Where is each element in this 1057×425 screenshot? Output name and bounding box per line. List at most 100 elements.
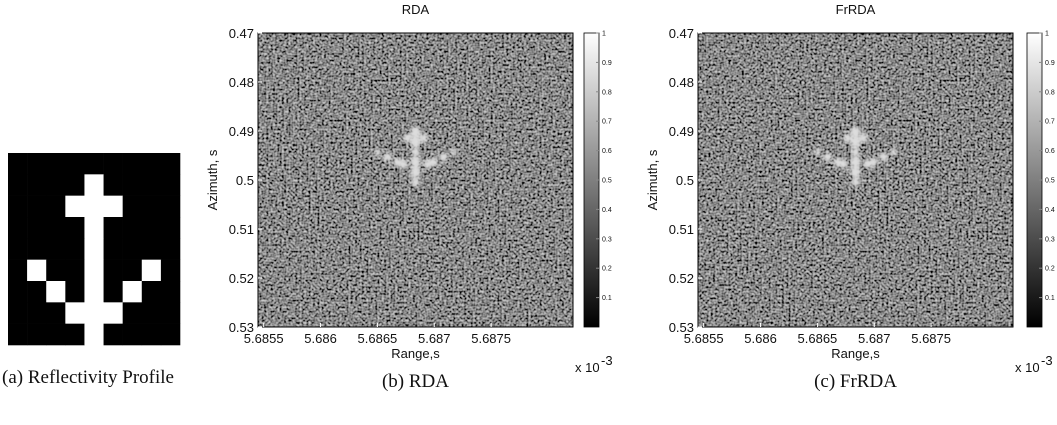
cell bbox=[8, 259, 28, 282]
cell bbox=[27, 195, 47, 218]
exponent: -3 bbox=[601, 353, 613, 368]
exponent: -3 bbox=[1041, 353, 1053, 368]
colorbar-tick-label: 0.1 bbox=[602, 295, 612, 302]
cell bbox=[122, 174, 143, 196]
cell bbox=[160, 281, 181, 303]
colorbar-tick-label: 0.7 bbox=[602, 119, 612, 126]
cell bbox=[65, 217, 85, 239]
y-tick-label: 0.53 bbox=[669, 320, 694, 335]
cell bbox=[122, 153, 143, 175]
colorbar-tick-label: 1 bbox=[602, 31, 606, 38]
caption: (c) FrRDA bbox=[814, 371, 897, 392]
x-tick-label: 5.6875 bbox=[471, 331, 511, 346]
cell bbox=[141, 281, 162, 303]
cell bbox=[65, 281, 85, 303]
cell bbox=[8, 238, 28, 260]
cell bbox=[84, 238, 104, 260]
target-blob bbox=[823, 152, 832, 162]
cell bbox=[65, 195, 85, 218]
cell bbox=[8, 153, 28, 175]
y-tick-label: 0.51 bbox=[229, 222, 254, 237]
cell bbox=[84, 153, 104, 175]
colorbar-tick-label: 0.9 bbox=[602, 60, 612, 67]
cell bbox=[8, 323, 28, 346]
cell bbox=[84, 281, 104, 303]
cell bbox=[65, 323, 85, 346]
cell bbox=[27, 302, 47, 324]
y-tick-label: 0.49 bbox=[229, 124, 254, 139]
colorbar-tick-label: 0.2 bbox=[602, 266, 612, 273]
cell bbox=[84, 195, 104, 218]
target-blob bbox=[410, 166, 421, 178]
cell bbox=[46, 302, 66, 324]
cell bbox=[46, 217, 66, 239]
target-blob bbox=[814, 148, 821, 156]
cell bbox=[160, 259, 181, 282]
target-blob bbox=[850, 126, 861, 138]
target-blob bbox=[383, 152, 392, 162]
cell bbox=[84, 302, 104, 324]
cell bbox=[27, 174, 47, 196]
cell bbox=[122, 238, 143, 260]
cell bbox=[141, 259, 162, 282]
cell bbox=[141, 153, 162, 175]
target-blob bbox=[851, 147, 860, 157]
cell bbox=[103, 153, 123, 175]
cell bbox=[27, 323, 47, 346]
cell bbox=[65, 259, 85, 282]
cell bbox=[65, 174, 85, 196]
multiplier: x 10 bbox=[575, 360, 600, 375]
target-blob bbox=[410, 126, 421, 138]
cell bbox=[103, 195, 123, 218]
caption: (b) RDA bbox=[382, 371, 449, 392]
cell bbox=[160, 238, 181, 260]
cell bbox=[8, 217, 28, 239]
cell bbox=[46, 174, 66, 196]
target-blob bbox=[419, 133, 428, 143]
cell bbox=[160, 323, 181, 346]
cell bbox=[8, 195, 28, 218]
cell bbox=[84, 323, 104, 346]
x-tick-label: 5.6865 bbox=[798, 331, 838, 346]
x-tick-label: 5.6875 bbox=[911, 331, 951, 346]
y-tick-label: 0.52 bbox=[229, 271, 254, 286]
colorbar-tick-label: 0.6 bbox=[1045, 148, 1055, 155]
cell bbox=[46, 281, 66, 303]
cell bbox=[103, 238, 123, 260]
cell bbox=[160, 302, 181, 324]
target-blob bbox=[410, 156, 421, 168]
cell bbox=[103, 174, 123, 196]
cell bbox=[65, 153, 85, 175]
target-blob bbox=[403, 133, 412, 143]
cell bbox=[141, 238, 162, 260]
cell bbox=[8, 302, 28, 324]
target-blob bbox=[411, 147, 420, 157]
cell bbox=[141, 174, 162, 196]
target-blob bbox=[450, 148, 457, 156]
cell bbox=[160, 174, 181, 196]
cell bbox=[46, 323, 66, 346]
target-blob bbox=[890, 148, 897, 156]
target-blob bbox=[863, 159, 872, 169]
colorbar-tick-label: 0.7 bbox=[1045, 119, 1055, 126]
target-blob bbox=[879, 152, 888, 162]
target-blob bbox=[429, 157, 438, 167]
cell bbox=[122, 302, 143, 324]
colorbar-tick-label: 0.6 bbox=[602, 148, 612, 155]
colorbar-tick-label: 0.3 bbox=[602, 236, 612, 243]
cell bbox=[84, 217, 104, 239]
plot-title: RDA bbox=[402, 2, 430, 17]
cell bbox=[46, 238, 66, 260]
cell bbox=[8, 281, 28, 303]
multiplier: x 10 bbox=[1015, 360, 1040, 375]
colorbar-tick-label: 0.8 bbox=[1045, 89, 1055, 96]
target-blob bbox=[410, 136, 421, 148]
target-blob bbox=[850, 166, 861, 178]
y-tick-label: 0.49 bbox=[669, 124, 694, 139]
x-tick-label: 5.687 bbox=[858, 331, 891, 346]
cell bbox=[8, 174, 28, 196]
x-tick-label: 5.686 bbox=[304, 331, 337, 346]
cell bbox=[27, 238, 47, 260]
